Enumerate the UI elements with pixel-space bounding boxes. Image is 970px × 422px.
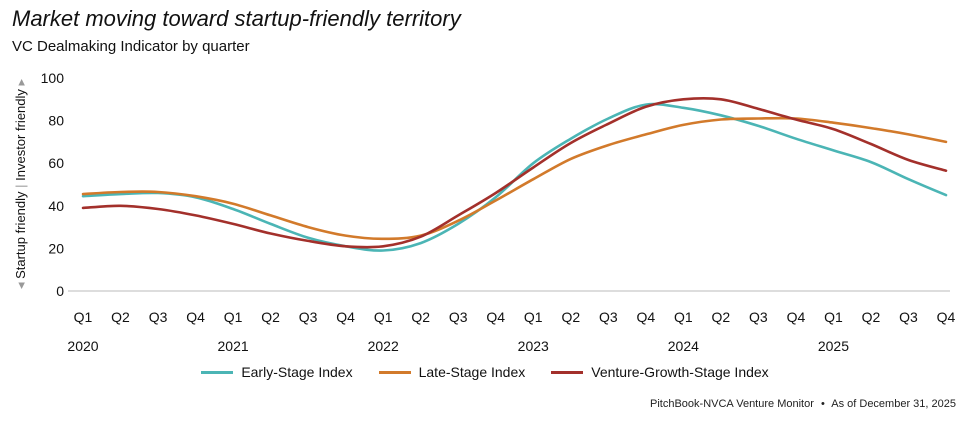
- ylabel-low: Startup friendly: [13, 191, 28, 279]
- x-tick-label: Q2: [111, 309, 130, 325]
- down-arrow-icon: ◂: [13, 279, 28, 289]
- x-tick-label: Q4: [787, 309, 806, 325]
- series-line-venture-growth-stage-index: [81, 96, 948, 249]
- source-note: PitchBook-NVCA Venture Monitor • As of D…: [650, 398, 956, 410]
- x-tick-label: Q4: [486, 309, 505, 325]
- legend-swatch: [201, 370, 234, 374]
- year-label: 2022: [368, 338, 399, 354]
- year-label: 2020: [67, 338, 98, 354]
- x-tick-label: Q3: [449, 309, 468, 325]
- x-tick-label: Q3: [599, 309, 618, 325]
- x-tick-label: Q4: [636, 309, 655, 325]
- y-tick-label: 20: [48, 240, 64, 256]
- x-tick-label: Q3: [899, 309, 918, 325]
- year-label: 2023: [518, 338, 549, 354]
- y-tick-label: 0: [56, 283, 64, 299]
- line-chart: Q1 Q2 Q3 Q4 Q1 Q2 Q3 Q4 Q1 Q2 Q3 Q4 Q1 Q2 Q3 Q4 Q1 Q2 Q3 Q4…: [13, 70, 956, 354]
- chart-title: Market moving toward startup-friendly te…: [12, 6, 461, 31]
- x-tick-label: Q1: [74, 309, 93, 325]
- ylabel-high: Investor friendly: [13, 89, 28, 181]
- x-tick-label: Q2: [561, 309, 580, 325]
- x-tick-label: Q3: [749, 309, 768, 325]
- x-tick-label: Q4: [186, 309, 205, 325]
- legend-label: Late-Stage Index: [418, 364, 526, 380]
- x-tick-label: Q1: [224, 309, 243, 325]
- x-tick-label: Q3: [299, 309, 318, 325]
- asof-text: As of December 31, 2025: [831, 398, 956, 410]
- x-tick-label: Q1: [374, 309, 393, 325]
- chart-subtitle: VC Dealmaking Indicator by quarter: [12, 38, 250, 55]
- x-tick-label: Q2: [712, 309, 731, 325]
- legend-item-early-stage-index: Early-Stage Index: [201, 364, 353, 380]
- x-tick-label: Q2: [261, 309, 280, 325]
- legend-item-late-stage-index: Late-Stage Index: [378, 364, 526, 380]
- legend-item-venture-growth-stage-index: Venture-Growth-Stage Index: [551, 364, 769, 380]
- legend-label: Venture-Growth-Stage Index: [591, 364, 769, 380]
- x-tick-label: Q1: [824, 309, 843, 325]
- legend: Early-Stage Index Late-Stage Index Venture…: [0, 364, 970, 380]
- legend-swatch: [378, 370, 411, 374]
- svg-text:◂ Startup friendly | Investor: ◂ Startup friendly | Investor friendly ▸: [13, 78, 28, 289]
- y-tick-label: 80: [48, 113, 64, 129]
- y-tick-label: 100: [41, 70, 65, 86]
- x-tick-label: Q4: [937, 309, 956, 325]
- y-tick-label: 60: [48, 155, 64, 171]
- y-tick-label: 40: [48, 198, 64, 214]
- x-tick-label: Q1: [524, 309, 543, 325]
- year-label: 2024: [668, 338, 699, 354]
- source-text: PitchBook-NVCA Venture Monitor: [650, 398, 814, 410]
- x-tick-label: Q2: [862, 309, 881, 325]
- legend-label: Early-Stage Index: [241, 364, 353, 380]
- year-label: 2021: [218, 338, 249, 354]
- x-tick-label: Q3: [149, 309, 168, 325]
- up-arrow-icon: ▸: [13, 78, 28, 89]
- x-tick-label: Q1: [674, 309, 693, 325]
- separator-dot: •: [820, 398, 825, 410]
- x-tick-label: Q2: [411, 309, 430, 325]
- legend-swatch: [551, 370, 584, 374]
- series-line-early-stage-index: [81, 102, 948, 252]
- x-tick-label: Q4: [336, 309, 355, 325]
- series-line-late-stage-index: [81, 116, 948, 241]
- year-label: 2025: [818, 338, 849, 354]
